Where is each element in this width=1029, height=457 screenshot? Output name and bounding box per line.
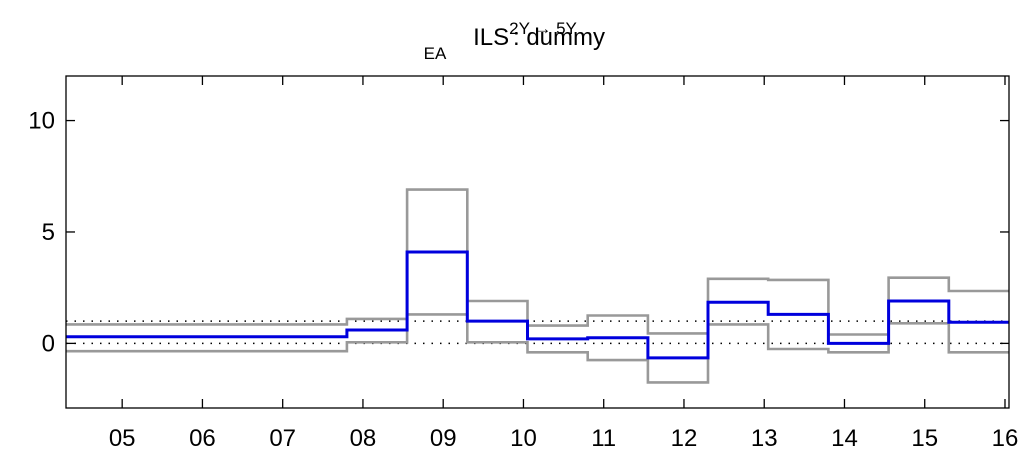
x-tick-label-0: 05 [109,425,136,452]
x-tick-label-8: 13 [751,425,778,452]
y-tick-label-2: 10 [28,108,55,135]
chart-title-base: ILS [473,24,509,51]
x-tick-label-2: 07 [269,425,296,452]
x-tick-label-7: 12 [671,425,698,452]
chart-title-subscript: EA [424,44,447,63]
chart-title-suffix: : dummy [513,24,605,51]
series-upper-line [66,188,1009,336]
chart-title: ILS2Y → 5Y EA : dummy [424,19,605,63]
chart-title-superscript: 2Y → 5Y [509,19,577,38]
x-tick-label-1: 06 [189,425,216,452]
x-tick-label-9: 14 [831,425,858,452]
x-tick-label-11: 16 [992,425,1019,452]
x-tick-label-10: 15 [911,425,938,452]
y-tick-label-0: 0 [42,330,55,357]
series-median-line [66,250,1009,360]
x-tick-label-4: 09 [430,425,457,452]
y-tick-label-1: 5 [42,219,55,246]
x-tick-label-3: 08 [350,425,377,452]
x-tick-label-5: 10 [510,425,537,452]
x-tick-label-6: 11 [591,425,616,452]
plot-frame [65,75,1010,409]
